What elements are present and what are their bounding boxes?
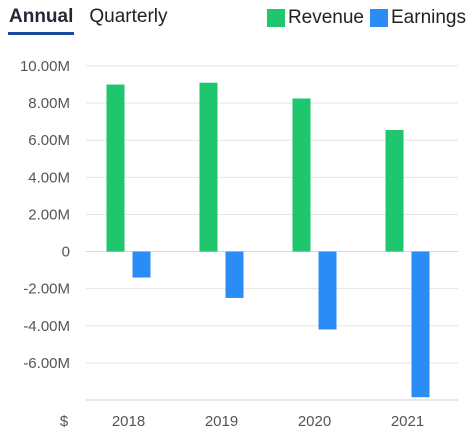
bar-earnings-2019: [225, 251, 244, 298]
tab-quarterly[interactable]: Quarterly: [89, 6, 168, 27]
bar-revenue-2018: [106, 84, 125, 252]
legend-swatch-earnings: [370, 9, 388, 27]
legend-item-earnings[interactable]: Earnings: [370, 6, 466, 30]
bar-revenue-2021: [385, 130, 404, 252]
bar-earnings-2020: [318, 251, 337, 330]
y-tick-label: -4.00M: [23, 318, 70, 335]
y-tick-label: 4.00M: [28, 169, 70, 186]
legend-item-revenue[interactable]: Revenue: [266, 6, 364, 30]
bar-earnings-2021: [411, 251, 430, 398]
bar-revenue-2020: [292, 98, 311, 252]
x-tick-label: 2018: [112, 413, 145, 430]
y-tick-label: -6.00M: [23, 355, 70, 372]
y-tick-label: 2.00M: [28, 206, 70, 223]
legend-swatch-revenue: [266, 9, 285, 27]
y-tick-label: -2.00M: [23, 281, 70, 298]
x-tick-label: 2021: [391, 413, 424, 430]
chart-legend: Revenue Earnings: [266, 6, 466, 30]
unit-label: $: [60, 413, 69, 430]
y-tick-label: 10.00M: [20, 58, 70, 75]
x-tick-label: 2020: [298, 413, 331, 430]
period-tabs: Annual Quarterly: [8, 4, 169, 35]
x-tick-label: 2019: [205, 413, 238, 430]
y-tick-label: 8.00M: [28, 95, 70, 112]
legend-label-revenue: Revenue: [287, 7, 364, 28]
bar-earnings-2018: [132, 251, 151, 278]
y-tick-label: 6.00M: [28, 132, 70, 149]
y-tick-label: 0: [62, 244, 70, 261]
tab-annual[interactable]: Annual: [8, 4, 75, 35]
bar-revenue-2019: [199, 82, 218, 252]
legend-label-earnings: Earnings: [391, 7, 466, 28]
